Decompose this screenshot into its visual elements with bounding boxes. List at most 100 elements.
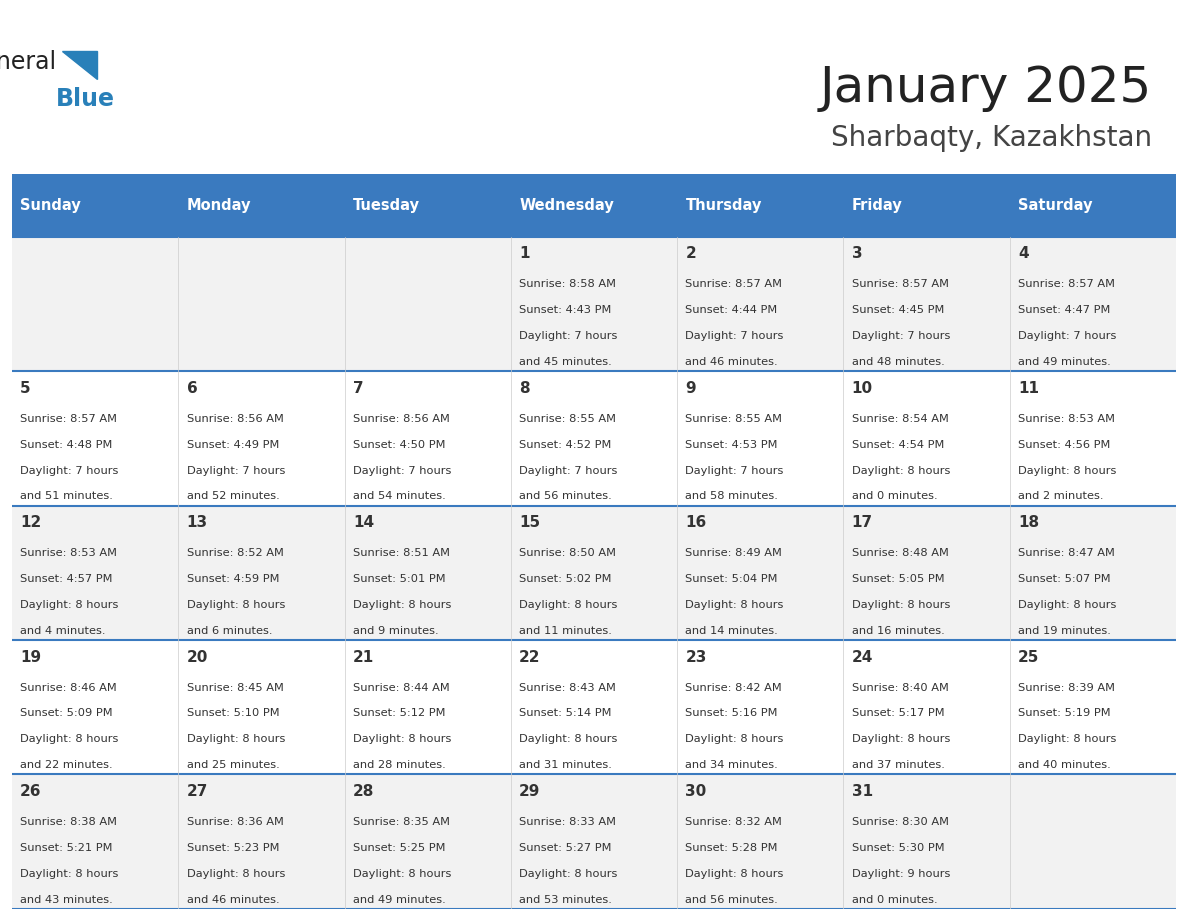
- Bar: [345, 174, 511, 237]
- Text: Daylight: 8 hours: Daylight: 8 hours: [685, 734, 784, 744]
- Text: Monday: Monday: [187, 198, 251, 213]
- Text: Daylight: 8 hours: Daylight: 8 hours: [519, 868, 618, 879]
- Text: Sunset: 5:05 PM: Sunset: 5:05 PM: [852, 574, 944, 584]
- Bar: [12, 371, 1176, 506]
- Text: Sunset: 4:45 PM: Sunset: 4:45 PM: [852, 306, 944, 315]
- Text: 25: 25: [1018, 650, 1040, 665]
- Text: Daylight: 7 hours: Daylight: 7 hours: [353, 465, 451, 476]
- Text: Sunset: 5:17 PM: Sunset: 5:17 PM: [852, 709, 944, 719]
- Text: Daylight: 8 hours: Daylight: 8 hours: [353, 600, 451, 610]
- Text: and 49 minutes.: and 49 minutes.: [1018, 357, 1111, 367]
- Text: Sunset: 4:49 PM: Sunset: 4:49 PM: [187, 440, 279, 450]
- Text: and 52 minutes.: and 52 minutes.: [187, 491, 279, 501]
- Text: Daylight: 8 hours: Daylight: 8 hours: [187, 868, 285, 879]
- Text: and 56 minutes.: and 56 minutes.: [519, 491, 612, 501]
- Text: Sunset: 5:19 PM: Sunset: 5:19 PM: [1018, 709, 1111, 719]
- Bar: [12, 237, 1176, 371]
- Bar: [12, 775, 1176, 909]
- Text: Sunrise: 8:44 AM: Sunrise: 8:44 AM: [353, 683, 449, 692]
- Text: Sunrise: 8:39 AM: Sunrise: 8:39 AM: [1018, 683, 1116, 692]
- Text: 24: 24: [852, 650, 873, 665]
- Text: Wednesday: Wednesday: [519, 198, 614, 213]
- Text: Daylight: 7 hours: Daylight: 7 hours: [1018, 331, 1117, 341]
- Text: and 31 minutes.: and 31 minutes.: [519, 760, 612, 770]
- Text: Sunrise: 8:49 AM: Sunrise: 8:49 AM: [685, 548, 783, 558]
- Text: Sunset: 4:56 PM: Sunset: 4:56 PM: [1018, 440, 1111, 450]
- Text: Sunrise: 8:55 AM: Sunrise: 8:55 AM: [519, 414, 617, 424]
- Text: 20: 20: [187, 650, 208, 665]
- Text: and 2 minutes.: and 2 minutes.: [1018, 491, 1104, 501]
- Text: 3: 3: [852, 246, 862, 262]
- Text: Daylight: 8 hours: Daylight: 8 hours: [353, 868, 451, 879]
- Text: and 37 minutes.: and 37 minutes.: [852, 760, 944, 770]
- Text: Sunset: 5:02 PM: Sunset: 5:02 PM: [519, 574, 612, 584]
- Text: Sunrise: 8:30 AM: Sunrise: 8:30 AM: [852, 817, 949, 827]
- Text: 4: 4: [1018, 246, 1029, 262]
- Text: and 19 minutes.: and 19 minutes.: [1018, 626, 1111, 636]
- Text: Sunrise: 8:57 AM: Sunrise: 8:57 AM: [685, 279, 783, 289]
- Text: and 34 minutes.: and 34 minutes.: [685, 760, 778, 770]
- Text: Saturday: Saturday: [1018, 198, 1093, 213]
- Text: and 48 minutes.: and 48 minutes.: [852, 357, 944, 367]
- Text: Daylight: 8 hours: Daylight: 8 hours: [852, 465, 950, 476]
- Text: and 40 minutes.: and 40 minutes.: [1018, 760, 1111, 770]
- Text: Sunrise: 8:32 AM: Sunrise: 8:32 AM: [685, 817, 783, 827]
- Text: Sunset: 5:21 PM: Sunset: 5:21 PM: [20, 843, 113, 853]
- Text: and 46 minutes.: and 46 minutes.: [187, 894, 279, 904]
- Text: Sunrise: 8:33 AM: Sunrise: 8:33 AM: [519, 817, 617, 827]
- Text: and 0 minutes.: and 0 minutes.: [852, 491, 937, 501]
- Text: 1: 1: [519, 246, 530, 262]
- Text: 10: 10: [852, 381, 873, 396]
- Text: 6: 6: [187, 381, 197, 396]
- Bar: [178, 174, 345, 237]
- Text: and 9 minutes.: and 9 minutes.: [353, 626, 438, 636]
- Text: Daylight: 8 hours: Daylight: 8 hours: [187, 734, 285, 744]
- Bar: [12, 506, 1176, 640]
- Text: and 51 minutes.: and 51 minutes.: [20, 491, 113, 501]
- Text: Sharbaqty, Kazakhstan: Sharbaqty, Kazakhstan: [832, 124, 1152, 152]
- Text: Sunset: 5:23 PM: Sunset: 5:23 PM: [187, 843, 279, 853]
- Text: Daylight: 7 hours: Daylight: 7 hours: [685, 465, 784, 476]
- Text: Sunrise: 8:48 AM: Sunrise: 8:48 AM: [852, 548, 949, 558]
- Text: and 14 minutes.: and 14 minutes.: [685, 626, 778, 636]
- Text: Daylight: 7 hours: Daylight: 7 hours: [187, 465, 285, 476]
- Text: 13: 13: [187, 515, 208, 531]
- Text: Friday: Friday: [852, 198, 903, 213]
- Text: Sunrise: 8:53 AM: Sunrise: 8:53 AM: [1018, 414, 1116, 424]
- Text: Sunrise: 8:53 AM: Sunrise: 8:53 AM: [20, 548, 118, 558]
- Text: Sunset: 4:59 PM: Sunset: 4:59 PM: [187, 574, 279, 584]
- Text: Sunset: 5:07 PM: Sunset: 5:07 PM: [1018, 574, 1111, 584]
- Text: 15: 15: [519, 515, 541, 531]
- Text: and 49 minutes.: and 49 minutes.: [353, 894, 446, 904]
- Text: Daylight: 7 hours: Daylight: 7 hours: [519, 465, 618, 476]
- Text: 18: 18: [1018, 515, 1040, 531]
- Text: Sunrise: 8:40 AM: Sunrise: 8:40 AM: [852, 683, 949, 692]
- Text: 21: 21: [353, 650, 374, 665]
- Text: 19: 19: [20, 650, 42, 665]
- Text: and 11 minutes.: and 11 minutes.: [519, 626, 612, 636]
- Text: Daylight: 8 hours: Daylight: 8 hours: [685, 600, 784, 610]
- Text: and 0 minutes.: and 0 minutes.: [852, 894, 937, 904]
- Text: Daylight: 7 hours: Daylight: 7 hours: [20, 465, 119, 476]
- Text: Sunset: 5:28 PM: Sunset: 5:28 PM: [685, 843, 778, 853]
- Text: 30: 30: [685, 784, 707, 799]
- Text: General: General: [0, 50, 57, 74]
- Text: Daylight: 7 hours: Daylight: 7 hours: [852, 331, 950, 341]
- Text: Sunrise: 8:46 AM: Sunrise: 8:46 AM: [20, 683, 116, 692]
- Text: 5: 5: [20, 381, 31, 396]
- Text: 8: 8: [519, 381, 530, 396]
- Text: and 22 minutes.: and 22 minutes.: [20, 760, 113, 770]
- Text: Sunset: 4:44 PM: Sunset: 4:44 PM: [685, 306, 778, 315]
- Text: 27: 27: [187, 784, 208, 799]
- Text: Sunset: 4:53 PM: Sunset: 4:53 PM: [685, 440, 778, 450]
- Text: and 46 minutes.: and 46 minutes.: [685, 357, 778, 367]
- Text: Sunrise: 8:57 AM: Sunrise: 8:57 AM: [852, 279, 949, 289]
- Text: Daylight: 8 hours: Daylight: 8 hours: [852, 600, 950, 610]
- Text: Thursday: Thursday: [685, 198, 762, 213]
- Text: 26: 26: [20, 784, 42, 799]
- Text: Sunset: 4:48 PM: Sunset: 4:48 PM: [20, 440, 113, 450]
- Text: Daylight: 7 hours: Daylight: 7 hours: [685, 331, 784, 341]
- Text: Sunrise: 8:57 AM: Sunrise: 8:57 AM: [20, 414, 118, 424]
- Text: Sunrise: 8:54 AM: Sunrise: 8:54 AM: [852, 414, 949, 424]
- Text: 22: 22: [519, 650, 541, 665]
